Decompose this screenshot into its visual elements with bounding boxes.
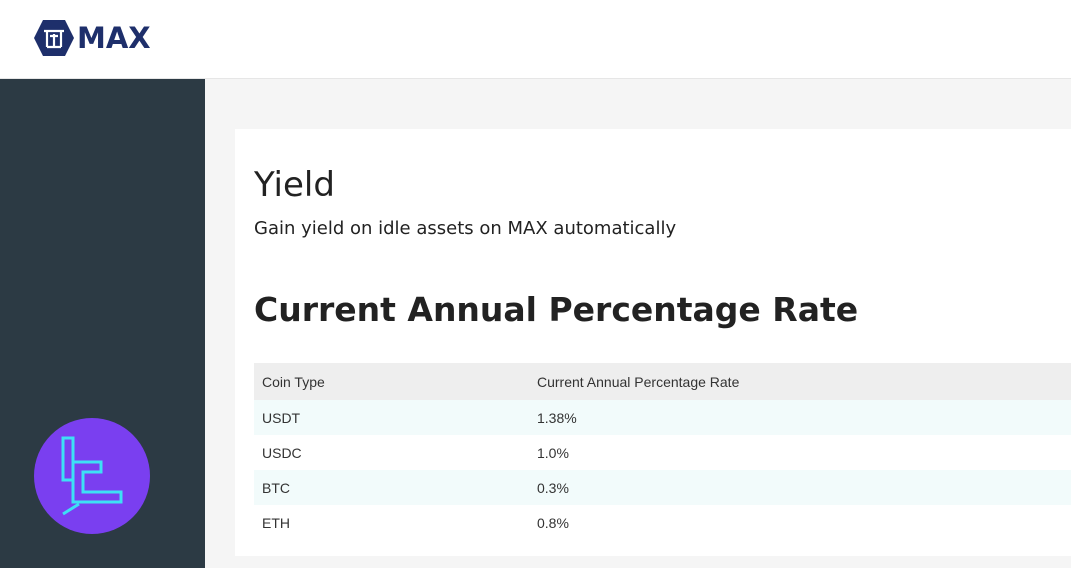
coin-cell: BTC [254, 470, 529, 505]
coin-cell: USDC [254, 435, 529, 470]
yield-card: Yield Gain yield on idle assets on MAX a… [235, 129, 1071, 556]
tc-badge [34, 418, 150, 534]
rate-cell: 1.0% [529, 435, 1071, 470]
column-header-coin-type: Coin Type [254, 363, 529, 400]
table-row: USDT 1.38% [254, 400, 1071, 435]
rate-cell: 1.38% [529, 400, 1071, 435]
section-title: Current Annual Percentage Rate [254, 290, 859, 329]
table-header-row: Coin Type Current Annual Percentage Rate [254, 363, 1071, 400]
max-logo[interactable]: MAX [33, 19, 151, 57]
brand-name: MAX [77, 21, 151, 55]
table-row: BTC 0.3% [254, 470, 1071, 505]
coin-cell: ETH [254, 505, 529, 540]
table-row: USDC 1.0% [254, 435, 1071, 470]
top-header: MAX [0, 0, 1071, 79]
table-row: ETH 0.8% [254, 505, 1071, 540]
apr-table: Coin Type Current Annual Percentage Rate… [254, 363, 1071, 540]
column-header-apr: Current Annual Percentage Rate [529, 363, 1071, 400]
coin-cell: USDT [254, 400, 529, 435]
max-hexagon-logo-icon [34, 20, 74, 56]
tc-badge-icon [61, 436, 123, 516]
page-title: Yield [254, 165, 335, 205]
page-subtitle: Gain yield on idle assets on MAX automat… [254, 218, 677, 239]
rate-cell: 0.3% [529, 470, 1071, 505]
rate-cell: 0.8% [529, 505, 1071, 540]
